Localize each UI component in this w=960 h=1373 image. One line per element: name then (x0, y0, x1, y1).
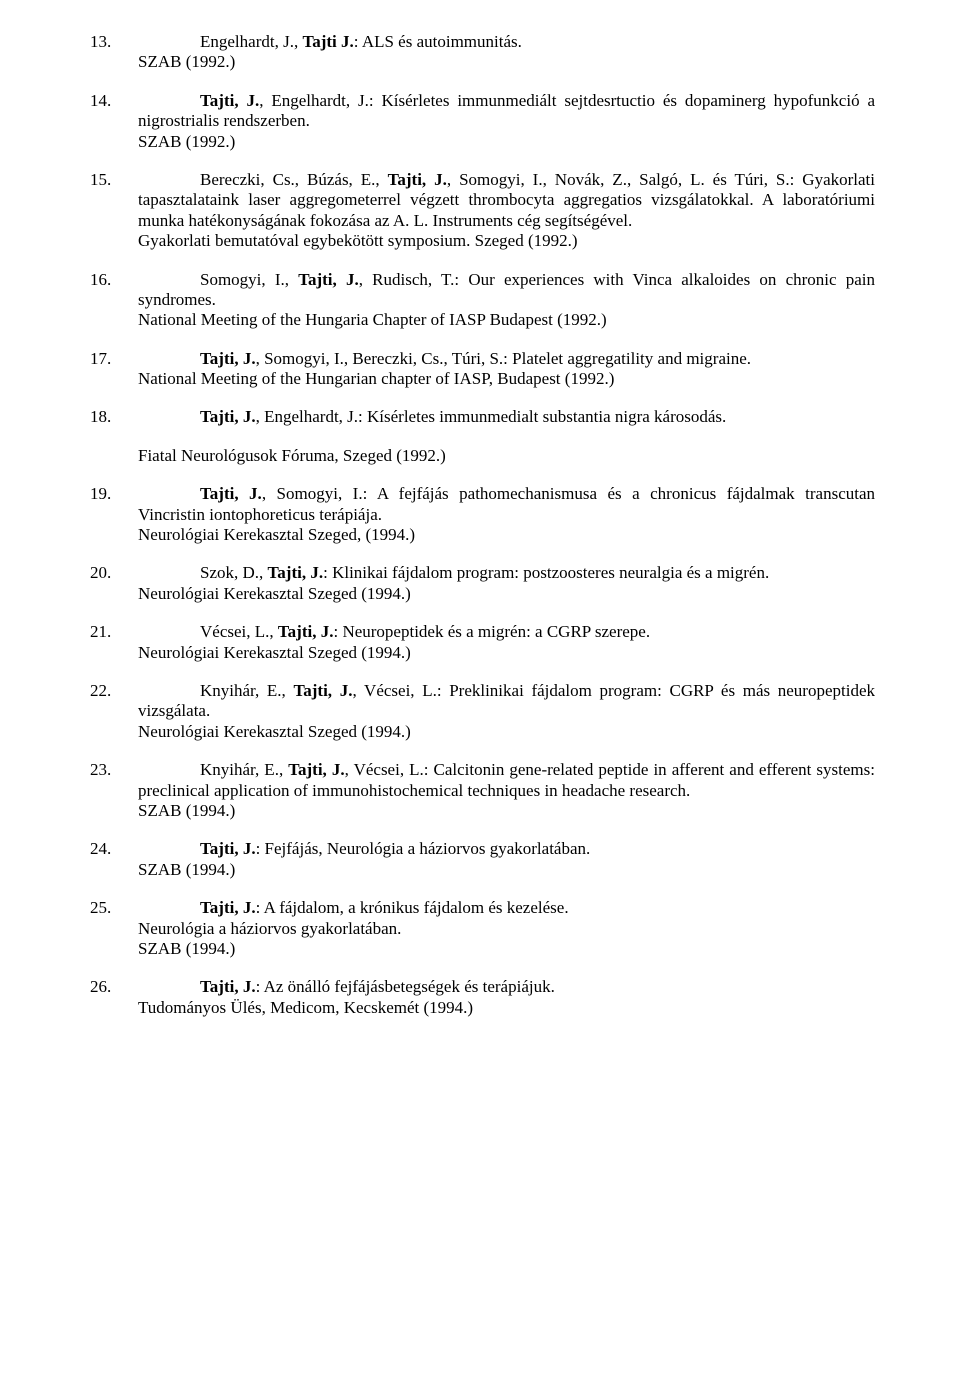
entry-venue-line: National Meeting of the Hungarian chapte… (90, 369, 875, 389)
entry-lead: 17.Tajti, J., Somogyi, I., Bereczki, Cs.… (90, 349, 875, 369)
entry-lead: 18.Tajti, J., Engelhardt, J.: Kísérletes… (90, 407, 875, 427)
entry-title-suffix: : Klinikai fájdalom program: postzooster… (323, 563, 769, 582)
entry-authors-prefix: Knyihár, E., (200, 760, 288, 779)
reference-entry: 21.Vécsei, L., Tajti, J.: Neuropeptidek … (90, 622, 875, 663)
reference-entry: 23.Knyihár, E., Tajti, J., Vécsei, L.: C… (90, 760, 875, 821)
entry-author-bold: Tajti, J. (200, 898, 256, 917)
entry-author-bold: Tajti, J. (298, 270, 359, 289)
reference-entry: 24.Tajti, J.: Fejfájás, Neurológia a ház… (90, 839, 875, 880)
entry-number: 24. (90, 839, 200, 859)
reference-entry: 26.Tajti, J.: Az önálló fejfájásbetegség… (90, 977, 875, 1018)
entry-author-bold: Tajti, J. (200, 349, 256, 368)
entry-number: 14. (90, 91, 200, 111)
entry-venue-line: Neurológiai Kerekasztal Szeged (1994.) (90, 643, 875, 663)
entry-venue-line: SZAB (1992.) (90, 132, 875, 152)
entry-venue-line: National Meeting of the Hungaria Chapter… (90, 310, 875, 330)
entry-author-bold: Tajti, J. (200, 91, 259, 110)
entry-title-suffix: , Somogyi, I., Bereczki, Cs., Túri, S.: … (256, 349, 751, 368)
entry-number: 17. (90, 349, 200, 369)
entry-author-bold: Tajti J. (302, 32, 353, 51)
reference-entry: 16.Somogyi, I., Tajti, J., Rudisch, T.: … (90, 270, 875, 331)
entry-authors-prefix: Engelhardt, J., (200, 32, 302, 51)
entry-author-bold: Tajti, J. (200, 407, 256, 426)
reference-entry: 19.Tajti, J., Somogyi, I.: A fejfájás pa… (90, 484, 875, 545)
entry-lead: 24.Tajti, J.: Fejfájás, Neurológia a ház… (90, 839, 875, 859)
reference-entry: 18.Tajti, J., Engelhardt, J.: Kísérletes… (90, 407, 875, 427)
entry-title-suffix: : ALS és autoimmunitás. (354, 32, 522, 51)
entry-number: 26. (90, 977, 200, 997)
entry-venue-line: Neurológiai Kerekasztal Szeged, (1994.) (90, 525, 875, 545)
entry-lead: 13.Engelhardt, J., Tajti J.: ALS és auto… (90, 32, 875, 52)
entry-venue-line: Neurológiai Kerekasztal Szeged (1994.) (90, 722, 875, 742)
entry-title-suffix: , Engelhardt, J.: Kísérletes immunmedial… (256, 407, 727, 426)
entry-number: 19. (90, 484, 200, 504)
entry-venue-line: Neurológia a háziorvos gyakorlatában. (90, 919, 875, 939)
entry-author-bold: Tajti, J. (293, 681, 352, 700)
entry-lead: 26.Tajti, J.: Az önálló fejfájásbetegség… (90, 977, 875, 997)
entry-number: 22. (90, 681, 200, 701)
entry-venue-line: SZAB (1994.) (90, 939, 875, 959)
entry-author-bold: Tajti, J. (200, 484, 262, 503)
reference-entry: 25.Tajti, J.: A fájdalom, a krónikus fáj… (90, 898, 875, 959)
entry-venue-line: SZAB (1994.) (90, 860, 875, 880)
entry-number: 20. (90, 563, 200, 583)
entry-author-bold: Tajti, J. (200, 977, 256, 996)
entry-lead: 19.Tajti, J., Somogyi, I.: A fejfájás pa… (90, 484, 875, 525)
reference-list: 13.Engelhardt, J., Tajti J.: ALS és auto… (90, 32, 875, 1018)
entry-author-bold: Tajti, J. (288, 760, 344, 779)
entry-number: 21. (90, 622, 200, 642)
entry-title-suffix: : Fejfájás, Neurológia a háziorvos gyako… (256, 839, 591, 858)
entry-title-suffix: : Neuropeptidek és a migrén: a CGRP szer… (333, 622, 650, 641)
entry-number: 18. (90, 407, 200, 427)
reference-entry: 22.Knyihár, E., Tajti, J., Vécsei, L.: P… (90, 681, 875, 742)
entry-author-bold: Tajti, J. (278, 622, 334, 641)
reference-entry: 17.Tajti, J., Somogyi, I., Bereczki, Cs.… (90, 349, 875, 390)
entry-authors-prefix: Vécsei, L., (200, 622, 278, 641)
entry-author-bold: Tajti, J. (388, 170, 447, 189)
entry-number: 16. (90, 270, 200, 290)
reference-entry: 15.Bereczki, Cs., Búzás, E., Tajti, J., … (90, 170, 875, 252)
entry-authors-prefix: Somogyi, I., (200, 270, 298, 289)
entry-authors-prefix: Szok, D., (200, 563, 268, 582)
entry-venue-line: Tudományos Ülés, Medicom, Kecskemét (199… (90, 998, 875, 1018)
entry-detached-line: Fiatal Neurológusok Fóruma, Szeged (1992… (90, 446, 875, 466)
entry-number: 25. (90, 898, 200, 918)
entry-number: 13. (90, 32, 200, 52)
entry-author-bold: Tajti, J. (200, 839, 256, 858)
entry-authors-prefix: Bereczki, Cs., Búzás, E., (200, 170, 388, 189)
entry-venue-line: Gyakorlati bemutatóval egybekötött sympo… (90, 231, 875, 251)
entry-lead: 22.Knyihár, E., Tajti, J., Vécsei, L.: P… (90, 681, 875, 722)
entry-number: 23. (90, 760, 200, 780)
entry-lead: 23.Knyihár, E., Tajti, J., Vécsei, L.: C… (90, 760, 875, 801)
entry-lead: 14.Tajti, J., Engelhardt, J.: Kísérletes… (90, 91, 875, 132)
entry-venue-line: SZAB (1994.) (90, 801, 875, 821)
entry-lead: 20.Szok, D., Tajti, J.: Klinikai fájdalo… (90, 563, 875, 583)
entry-authors-prefix: Knyihár, E., (200, 681, 293, 700)
reference-entry: 20.Szok, D., Tajti, J.: Klinikai fájdalo… (90, 563, 875, 604)
entry-title-suffix: : A fájdalom, a krónikus fájdalom és kez… (256, 898, 569, 917)
entry-title-suffix: : Az önálló fejfájásbetegségek és terápi… (256, 977, 555, 996)
entry-lead: 15.Bereczki, Cs., Búzás, E., Tajti, J., … (90, 170, 875, 231)
entry-venue-line: Neurológiai Kerekasztal Szeged (1994.) (90, 584, 875, 604)
entry-lead: 16.Somogyi, I., Tajti, J., Rudisch, T.: … (90, 270, 875, 311)
entry-lead: 21.Vécsei, L., Tajti, J.: Neuropeptidek … (90, 622, 875, 642)
entry-author-bold: Tajti, J. (268, 563, 324, 582)
reference-entry: 13.Engelhardt, J., Tajti J.: ALS és auto… (90, 32, 875, 73)
reference-entry: 14.Tajti, J., Engelhardt, J.: Kísérletes… (90, 91, 875, 152)
entry-lead: 25.Tajti, J.: A fájdalom, a krónikus fáj… (90, 898, 875, 918)
entry-number: 15. (90, 170, 200, 190)
entry-venue-line: SZAB (1992.) (90, 52, 875, 72)
